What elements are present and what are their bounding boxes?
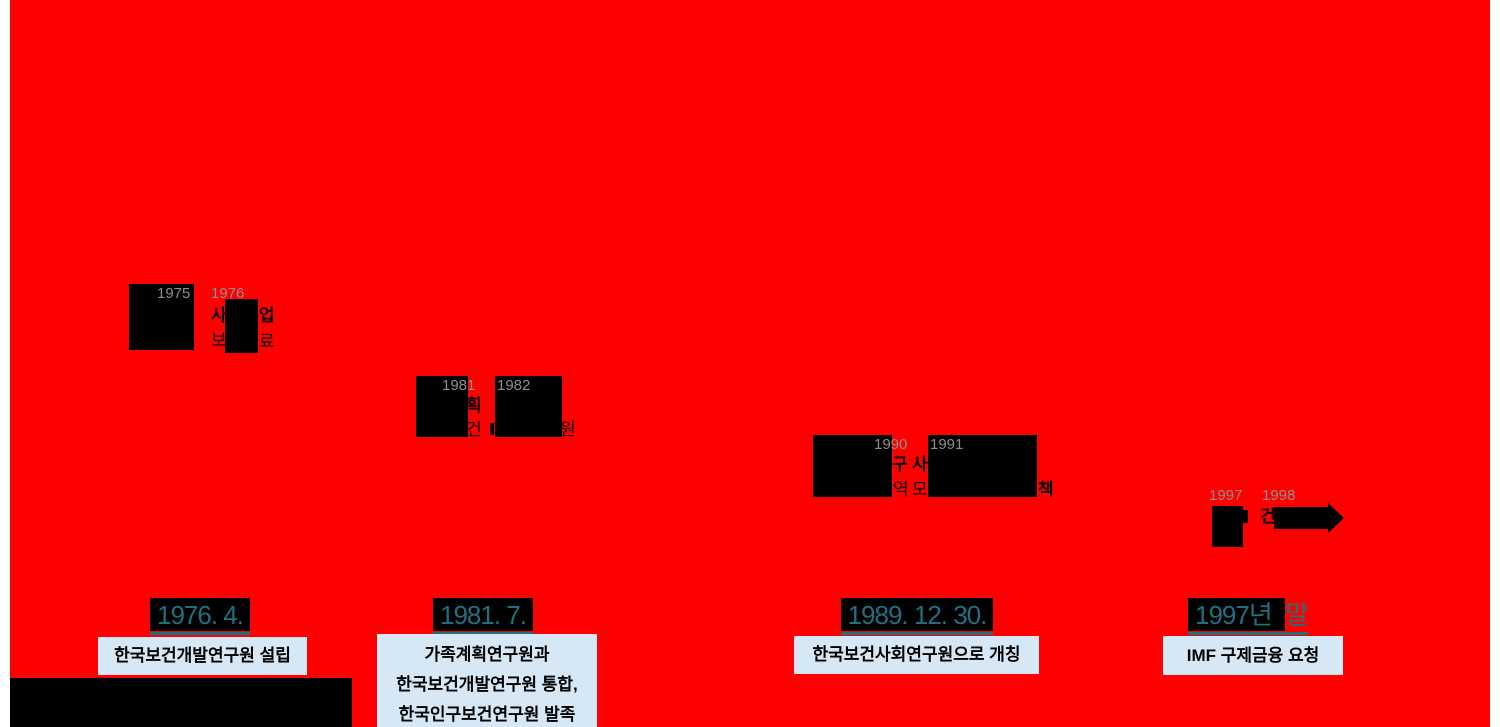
year-label: 1998 (1262, 487, 1296, 504)
caption-box: 한국보건개발연구원 설립 (98, 637, 307, 675)
text-remnant (1243, 510, 1248, 523)
heading-text-plain: 말 (1284, 600, 1309, 630)
redaction-box (928, 435, 1037, 497)
heading-text: 1989. 12. 30. (840, 598, 994, 631)
caption-box: 한국보건사회연구원으로 개칭 (794, 636, 1039, 674)
redaction-box (416, 376, 468, 437)
year-label: 1991 (930, 436, 964, 453)
caption-line: 한국보건개발연구원 설립 (114, 646, 291, 665)
redaction-box (129, 284, 194, 350)
text-fragment: 보 (211, 331, 227, 350)
text-fragment: 책 (1038, 480, 1054, 499)
caption-line: IMF 구제금융 요청 (1186, 646, 1320, 665)
year-label: 1976 (211, 285, 245, 302)
year-label: 1982 (497, 377, 531, 394)
text-fragment: 사 (211, 306, 227, 325)
redaction-box (225, 299, 258, 353)
caption-line: 가족계획연구원과 (424, 645, 550, 664)
text-fragment: 획 (466, 396, 482, 415)
text-fragment: 건 (466, 420, 482, 439)
text-fragment: 모 (912, 480, 928, 499)
heading-text: 1981. 7. (433, 598, 533, 631)
redaction-box (495, 376, 562, 437)
arrow-right-icon (1328, 503, 1344, 533)
timeline-date-heading: 1997년 말 (1188, 598, 1388, 635)
redaction-bar (10, 678, 352, 727)
caption-box: 가족계획연구원과 한국보건개발연구원 통합, 한국인구보건연구원 발족 (377, 634, 597, 727)
timeline-date-heading: 1976. 4. (100, 598, 300, 635)
redaction-box (1274, 507, 1328, 529)
text-fragment: 건 (1260, 507, 1276, 526)
timeline-date-heading: 1981. 7. (383, 598, 583, 635)
text-fragment: 원 (560, 420, 576, 439)
year-label: 1981 (442, 377, 476, 394)
caption-box: IMF 구제금융 요청 (1163, 636, 1343, 675)
year-label: 1975 (157, 285, 191, 302)
year-label: 1997 (1209, 487, 1243, 504)
caption-line: 한국보건사회연구원으로 개칭 (812, 645, 1021, 664)
text-fragment: 업 (259, 306, 275, 325)
year-label: 1990 (874, 436, 908, 453)
redaction-box (1212, 506, 1243, 547)
caption-line: 한국인구보건연구원 발족 (398, 705, 576, 724)
caption-line: 한국보건개발연구원 통합, (396, 675, 578, 694)
timeline-date-heading: 1989. 12. 30. (817, 598, 1017, 635)
text-fragment: 구 (892, 455, 908, 474)
text-remnant (490, 423, 494, 435)
redaction-box (813, 435, 892, 497)
text-fragment: 료 (259, 332, 275, 351)
heading-text-highlighted: 1997년 (1188, 598, 1285, 631)
text-fragment: 역 (893, 480, 909, 499)
text-fragment: 사 (912, 455, 928, 474)
heading-text: 1976. 4. (150, 598, 250, 631)
